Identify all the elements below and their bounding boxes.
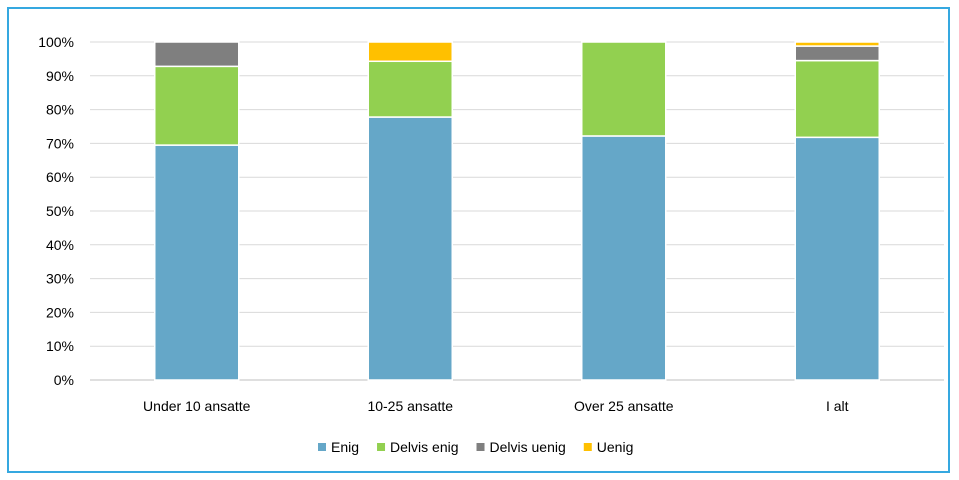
legend-swatch xyxy=(476,443,485,451)
x-tick-label: Over 25 ansatte xyxy=(574,398,674,414)
bar-segment-enig xyxy=(581,135,667,381)
y-axis-ticks: 0% 10% 20% 30% 40% 50% 60% 70% 80% 90% 100% xyxy=(38,34,74,388)
bar-segment-delvis-uenig xyxy=(794,45,880,62)
bar-segment-uenig xyxy=(794,41,880,47)
legend-swatch xyxy=(377,443,386,451)
y-tick-label: 40% xyxy=(46,237,74,253)
y-tick-label: 90% xyxy=(46,68,74,84)
y-tick-label: 20% xyxy=(46,304,74,320)
bar-segment-enig xyxy=(794,136,880,381)
legend: Enig Delvis enig Delvis uenig Uenig xyxy=(318,439,633,455)
bar-segment-delvis-enig xyxy=(154,65,240,146)
y-tick-label: 30% xyxy=(46,271,74,287)
bar-segment-enig xyxy=(154,144,240,381)
y-tick-label: 100% xyxy=(38,34,74,50)
x-tick-label: I alt xyxy=(826,398,849,414)
legend-swatch xyxy=(318,443,326,451)
y-tick-label: 0% xyxy=(54,372,74,388)
bar-segment-enig xyxy=(367,116,453,381)
y-tick-label: 70% xyxy=(46,135,74,151)
bar-segment-delvis-enig xyxy=(367,60,453,118)
bars xyxy=(154,41,880,381)
x-tick-label: Under 10 ansatte xyxy=(143,398,251,414)
x-axis-labels: Under 10 ansatte 10-25 ansatte Over 25 ans… xyxy=(143,398,849,414)
y-tick-label: 10% xyxy=(46,338,74,354)
legend-swatch xyxy=(583,443,592,451)
y-tick-label: 60% xyxy=(46,169,74,185)
bar-segment-uenig xyxy=(367,41,453,63)
y-tick-label: 80% xyxy=(46,102,74,118)
legend-label: Uenig xyxy=(597,439,634,455)
legend-label: Delvis enig xyxy=(390,439,458,455)
y-tick-label: 50% xyxy=(46,203,74,219)
x-tick-label: 10-25 ansatte xyxy=(367,398,453,414)
bar-segment-delvis-uenig xyxy=(154,41,240,68)
legend-label: Enig xyxy=(331,439,359,455)
legend-label: Delvis uenig xyxy=(490,439,566,455)
bar-segment-delvis-enig xyxy=(794,59,880,139)
bar-segment-delvis-enig xyxy=(581,41,667,137)
